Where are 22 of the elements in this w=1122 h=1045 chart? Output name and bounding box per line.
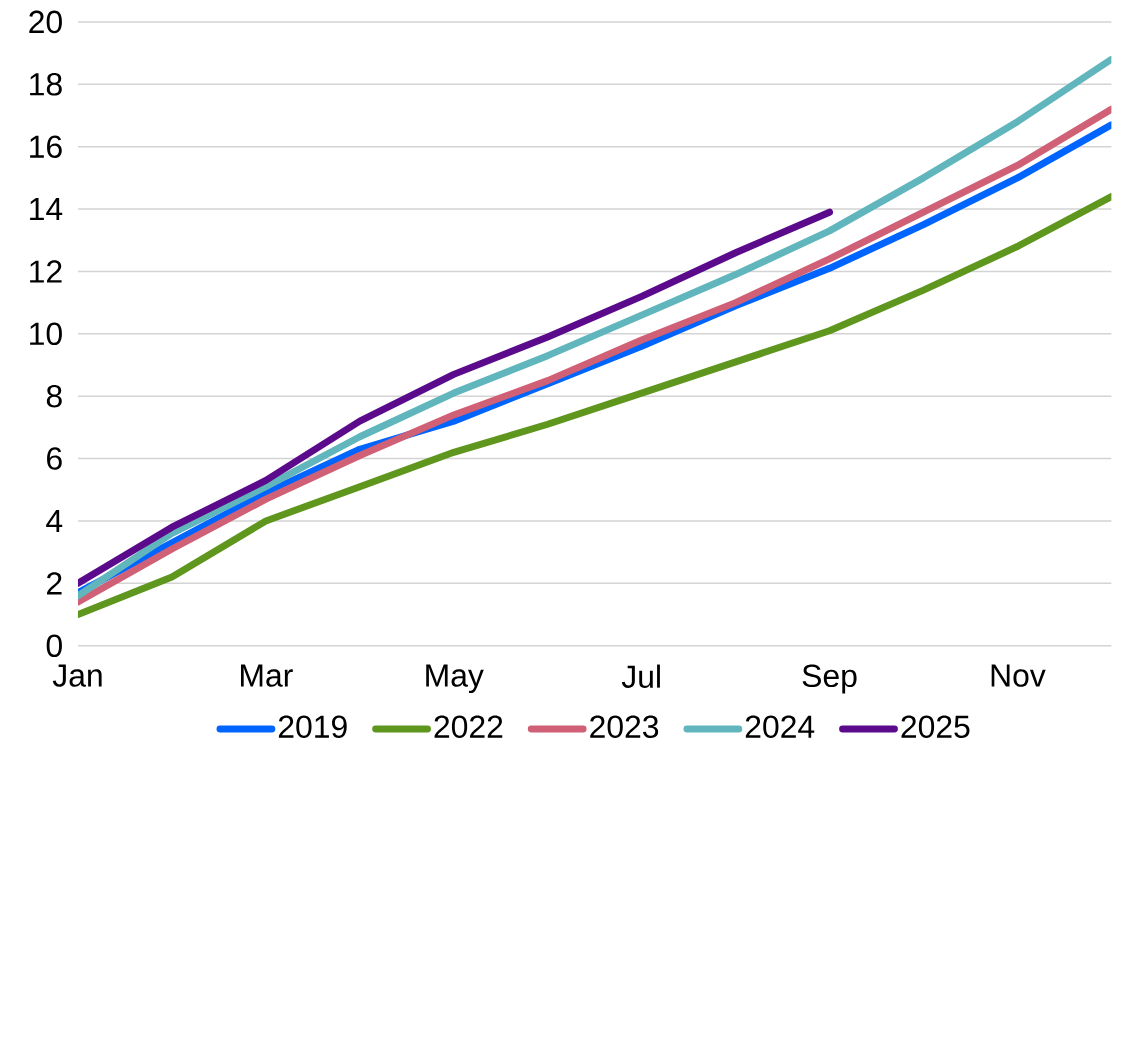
y-tick-label: 2 <box>47 572 62 595</box>
legend-label: 2023 <box>590 715 659 738</box>
x-tick-label: Jul <box>621 664 660 688</box>
legend-label: 2022 <box>434 715 503 738</box>
legend-label: 2025 <box>901 715 970 738</box>
y-tick-label: 14 <box>30 198 63 221</box>
x-tick-label: May <box>426 664 484 694</box>
y-tick-label: 18 <box>30 73 62 96</box>
y-tick-label: 8 <box>46 384 62 408</box>
x-tick-label: Jan <box>52 664 102 687</box>
y-tick-label: 10 <box>30 322 62 346</box>
x-tick-label: Nov <box>991 664 1046 687</box>
y-tick-label: 16 <box>30 135 62 158</box>
x-tick-label: Mar <box>241 664 293 687</box>
y-tick-label: 6 <box>47 447 62 470</box>
y-tick-label: 20 <box>29 10 62 34</box>
y-tick-label: 4 <box>46 510 63 532</box>
y-tick-label: 12 <box>30 260 62 283</box>
legend-label: 2019 <box>278 715 347 738</box>
y-tick-label: 0 <box>46 634 62 658</box>
legend-label: 2024 <box>745 715 815 738</box>
x-tick-label: Sep <box>802 664 857 694</box>
